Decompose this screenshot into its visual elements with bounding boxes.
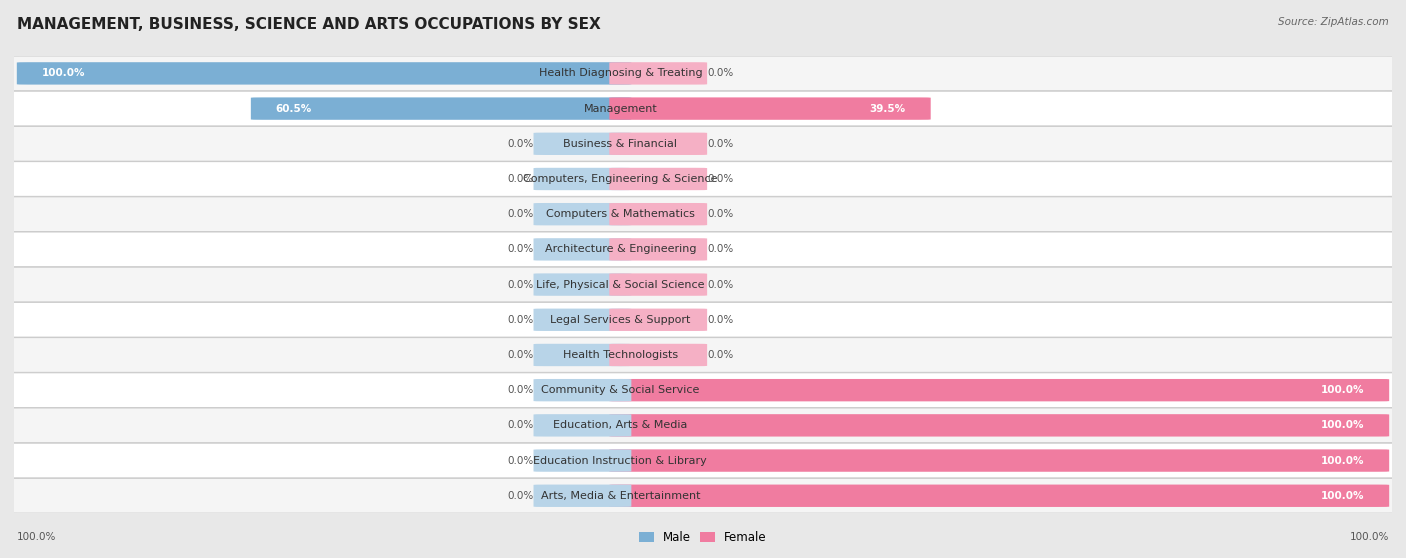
Text: 0.0%: 0.0%	[508, 350, 533, 360]
FancyBboxPatch shape	[533, 309, 631, 331]
Text: Community & Social Service: Community & Social Service	[541, 385, 700, 395]
FancyBboxPatch shape	[533, 449, 631, 472]
Text: Education, Arts & Media: Education, Arts & Media	[553, 420, 688, 430]
Text: 100.0%: 100.0%	[1350, 532, 1389, 542]
Text: 0.0%: 0.0%	[707, 280, 734, 290]
Text: 0.0%: 0.0%	[508, 315, 533, 325]
FancyBboxPatch shape	[533, 414, 631, 436]
FancyBboxPatch shape	[609, 344, 707, 366]
Text: 0.0%: 0.0%	[508, 491, 533, 501]
FancyBboxPatch shape	[533, 168, 631, 190]
Text: Life, Physical & Social Science: Life, Physical & Social Science	[536, 280, 704, 290]
FancyBboxPatch shape	[609, 309, 707, 331]
Text: 0.0%: 0.0%	[508, 139, 533, 149]
FancyBboxPatch shape	[609, 98, 931, 120]
Text: Education Instruction & Library: Education Instruction & Library	[533, 455, 707, 465]
Text: Business & Financial: Business & Financial	[564, 139, 678, 149]
FancyBboxPatch shape	[609, 449, 1389, 472]
Text: 100.0%: 100.0%	[1320, 385, 1364, 395]
FancyBboxPatch shape	[533, 203, 631, 225]
Text: 39.5%: 39.5%	[870, 104, 905, 114]
Text: 0.0%: 0.0%	[707, 69, 734, 78]
FancyBboxPatch shape	[250, 98, 631, 120]
FancyBboxPatch shape	[0, 373, 1406, 407]
FancyBboxPatch shape	[0, 232, 1406, 267]
FancyBboxPatch shape	[609, 273, 707, 296]
FancyBboxPatch shape	[533, 484, 631, 507]
Text: Source: ZipAtlas.com: Source: ZipAtlas.com	[1278, 17, 1389, 27]
Text: 0.0%: 0.0%	[508, 244, 533, 254]
Text: Architecture & Engineering: Architecture & Engineering	[544, 244, 696, 254]
Text: Computers, Engineering & Science: Computers, Engineering & Science	[523, 174, 717, 184]
FancyBboxPatch shape	[609, 133, 707, 155]
FancyBboxPatch shape	[0, 478, 1406, 513]
FancyBboxPatch shape	[609, 379, 1389, 401]
FancyBboxPatch shape	[609, 484, 1389, 507]
FancyBboxPatch shape	[0, 302, 1406, 337]
FancyBboxPatch shape	[0, 443, 1406, 478]
Text: 0.0%: 0.0%	[508, 420, 533, 430]
Text: 100.0%: 100.0%	[42, 69, 86, 78]
FancyBboxPatch shape	[17, 62, 631, 85]
FancyBboxPatch shape	[0, 338, 1406, 372]
FancyBboxPatch shape	[609, 62, 707, 85]
Text: 0.0%: 0.0%	[707, 350, 734, 360]
FancyBboxPatch shape	[0, 91, 1406, 126]
FancyBboxPatch shape	[533, 273, 631, 296]
Text: Management: Management	[583, 104, 657, 114]
Text: Legal Services & Support: Legal Services & Support	[550, 315, 690, 325]
FancyBboxPatch shape	[533, 133, 631, 155]
Text: Health Diagnosing & Treating: Health Diagnosing & Treating	[538, 69, 702, 78]
Text: Arts, Media & Entertainment: Arts, Media & Entertainment	[540, 491, 700, 501]
Text: 0.0%: 0.0%	[508, 455, 533, 465]
Text: 0.0%: 0.0%	[508, 209, 533, 219]
Text: MANAGEMENT, BUSINESS, SCIENCE AND ARTS OCCUPATIONS BY SEX: MANAGEMENT, BUSINESS, SCIENCE AND ARTS O…	[17, 17, 600, 32]
FancyBboxPatch shape	[0, 56, 1406, 91]
Text: Computers & Mathematics: Computers & Mathematics	[546, 209, 695, 219]
Text: 100.0%: 100.0%	[1320, 420, 1364, 430]
Text: 0.0%: 0.0%	[707, 139, 734, 149]
FancyBboxPatch shape	[609, 414, 1389, 436]
FancyBboxPatch shape	[0, 408, 1406, 443]
FancyBboxPatch shape	[609, 168, 707, 190]
Text: 100.0%: 100.0%	[1320, 491, 1364, 501]
Text: Health Technologists: Health Technologists	[562, 350, 678, 360]
Text: 0.0%: 0.0%	[508, 385, 533, 395]
Text: 0.0%: 0.0%	[707, 244, 734, 254]
Text: 0.0%: 0.0%	[707, 174, 734, 184]
Text: 0.0%: 0.0%	[508, 280, 533, 290]
FancyBboxPatch shape	[0, 126, 1406, 161]
Text: 0.0%: 0.0%	[707, 209, 734, 219]
FancyBboxPatch shape	[533, 238, 631, 261]
Text: 0.0%: 0.0%	[508, 174, 533, 184]
FancyBboxPatch shape	[609, 203, 707, 225]
FancyBboxPatch shape	[609, 238, 707, 261]
Text: 0.0%: 0.0%	[707, 315, 734, 325]
FancyBboxPatch shape	[0, 162, 1406, 196]
FancyBboxPatch shape	[533, 344, 631, 366]
FancyBboxPatch shape	[533, 379, 631, 401]
FancyBboxPatch shape	[0, 197, 1406, 232]
Text: 100.0%: 100.0%	[17, 532, 56, 542]
Text: 60.5%: 60.5%	[276, 104, 312, 114]
Text: 100.0%: 100.0%	[1320, 455, 1364, 465]
FancyBboxPatch shape	[0, 267, 1406, 302]
Legend: Male, Female: Male, Female	[634, 526, 772, 549]
